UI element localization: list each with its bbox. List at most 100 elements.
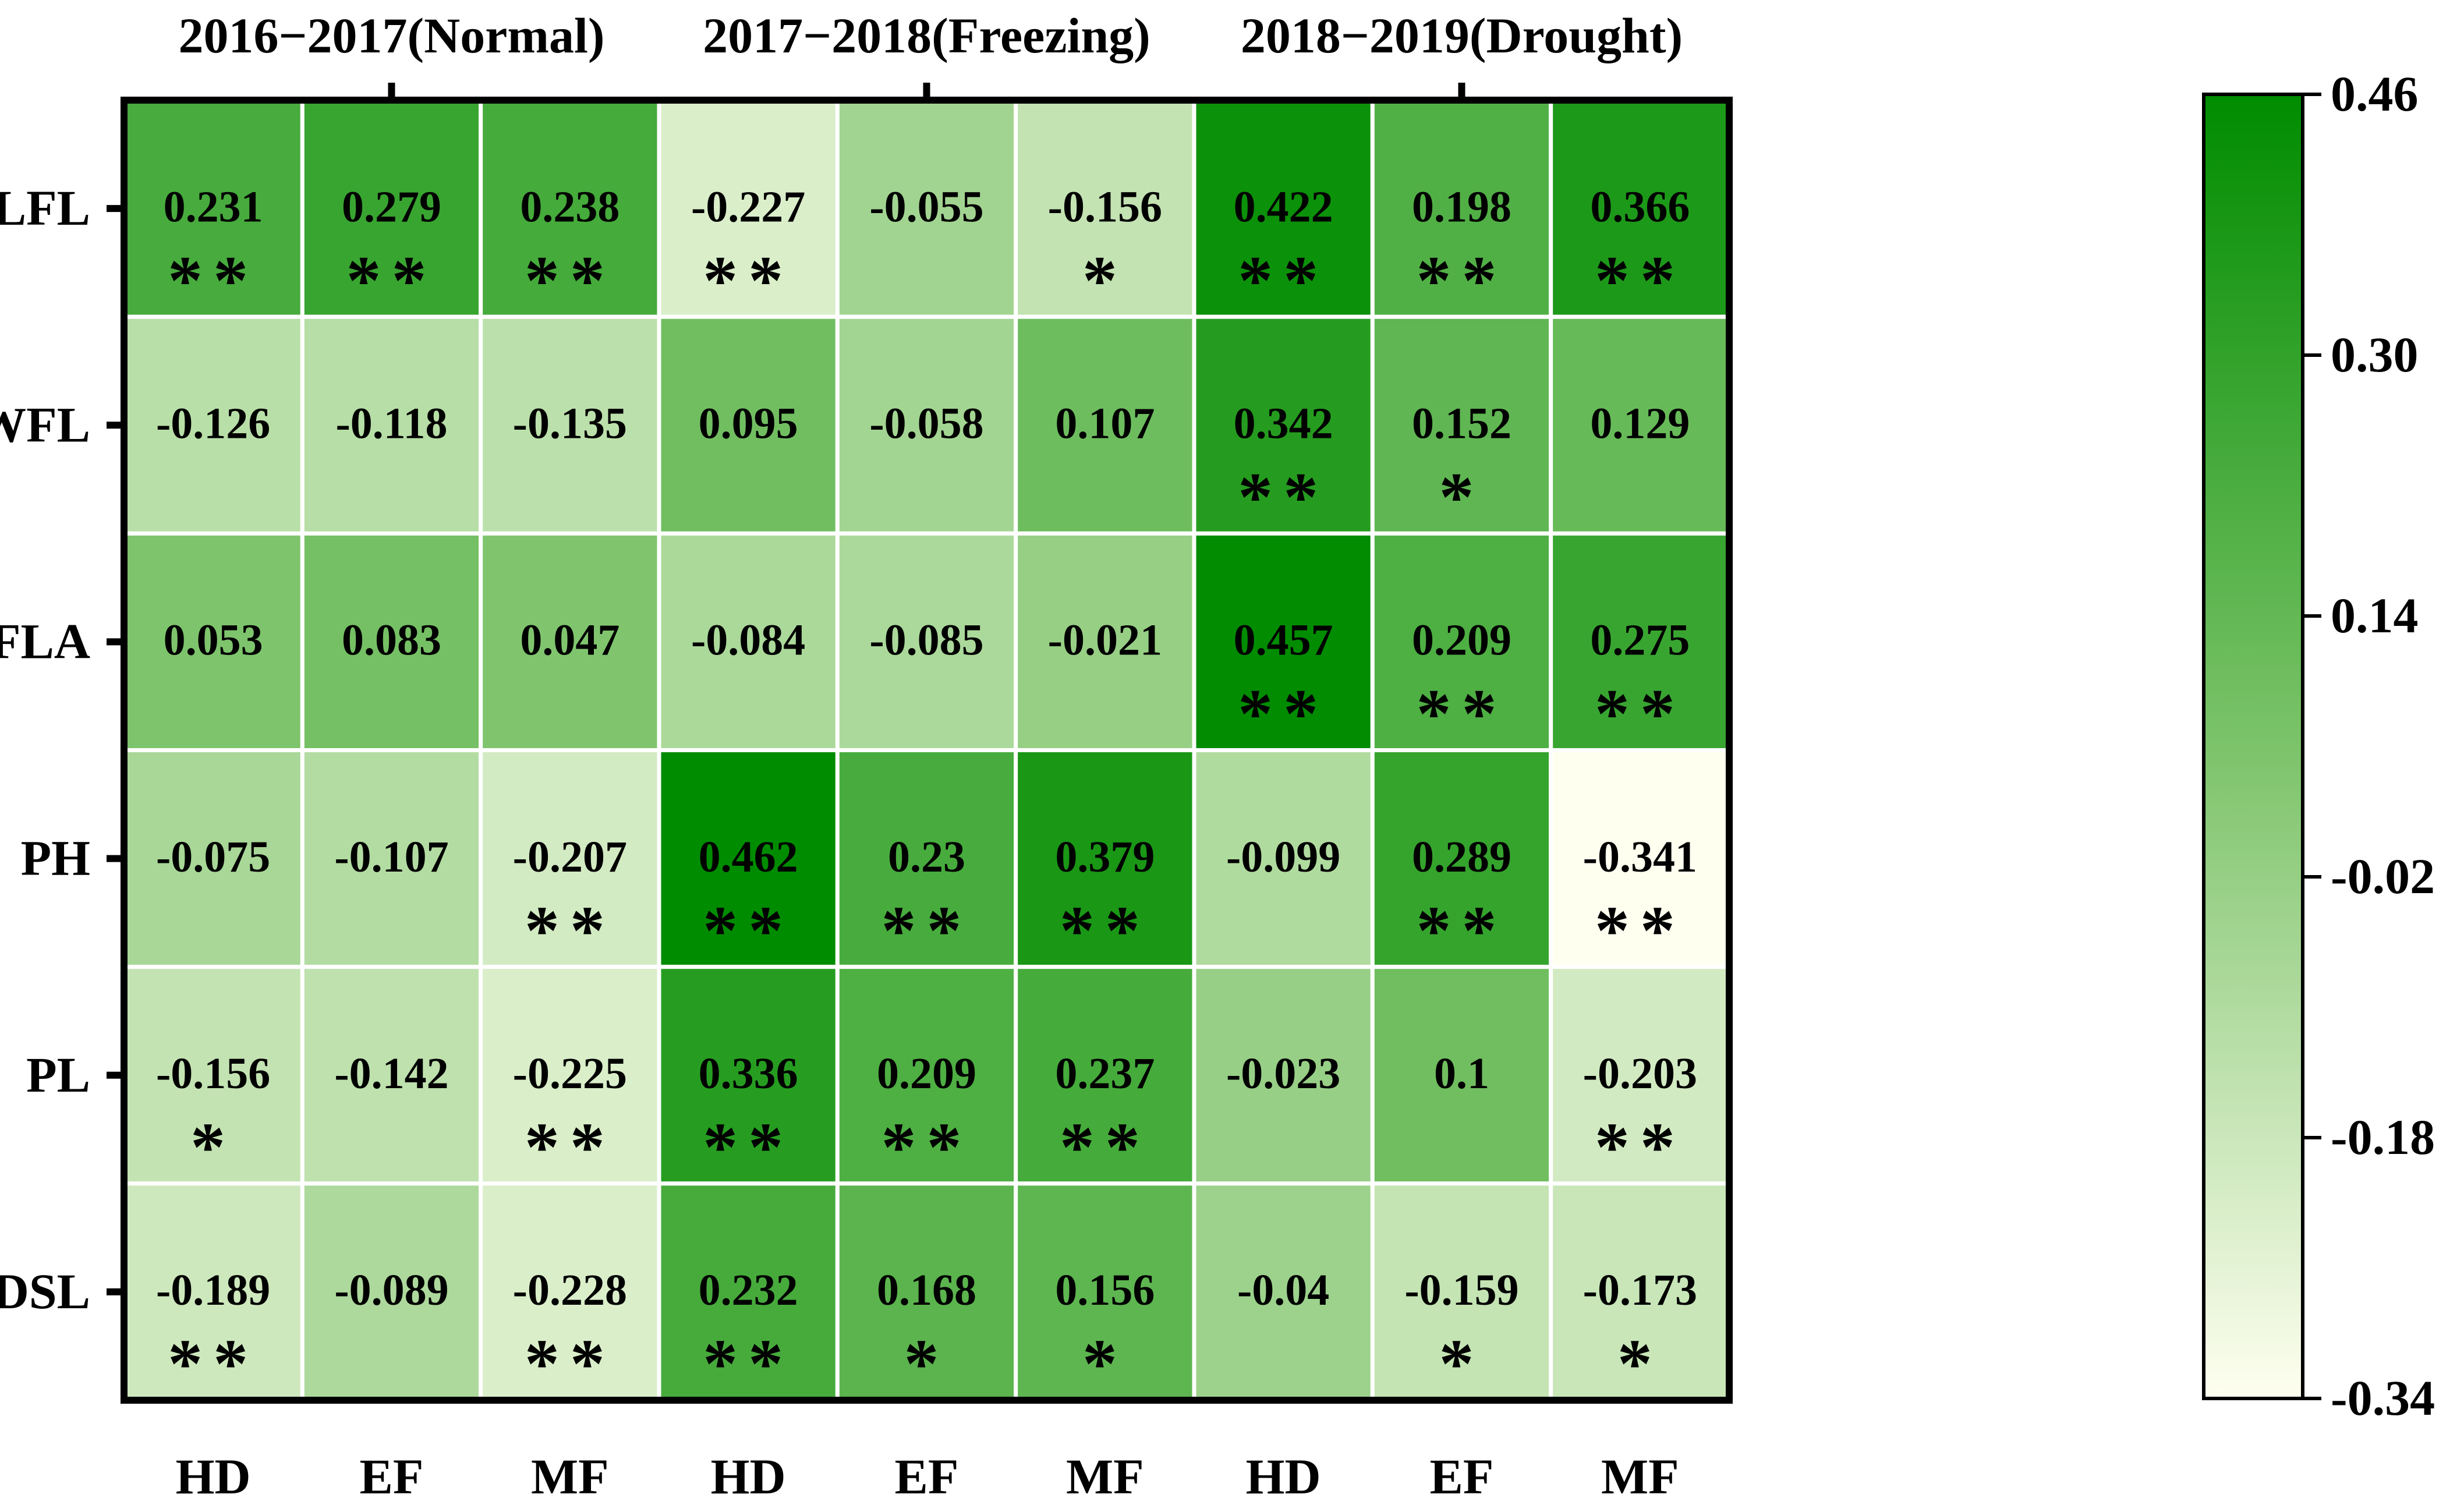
cell-rect <box>657 1181 840 1403</box>
heatmap-cell: 0.107 <box>1014 314 1196 536</box>
significance-marker: ** <box>1595 891 1686 969</box>
heatmap-cell: 0.129 <box>1549 314 1732 536</box>
significance-marker: ** <box>703 1325 794 1403</box>
heatmap-cell: -0.207 ** <box>479 748 661 969</box>
heatmap-cell: 0.462 ** <box>657 748 840 969</box>
y-tick-label: WFL <box>0 396 90 452</box>
significance-marker: ** <box>1595 1109 1686 1186</box>
cell-value-label: -0.089 <box>334 1266 448 1315</box>
significance-marker: ** <box>525 1109 615 1186</box>
significance-marker: ** <box>525 1325 615 1403</box>
cell-rect <box>1192 965 1375 1186</box>
cell-value-label: 0.422 <box>1234 182 1333 231</box>
cell-rect <box>300 531 483 752</box>
cell-value-label: 0.336 <box>699 1049 798 1098</box>
cell-value-label: 0.237 <box>1055 1049 1155 1098</box>
colorbar-tick-label: -0.34 <box>2331 1370 2435 1426</box>
cell-rect <box>1549 1181 1732 1403</box>
axes: LFL WFL FLA PH PL DSL HD EF MF HD EF MF HD EF MF 2016−2… <box>0 8 1683 1504</box>
significance-marker: ** <box>881 891 972 969</box>
cell-value-label: -0.227 <box>691 182 805 231</box>
cell-value-label: -0.341 <box>1583 833 1697 881</box>
cell-value-label: 0.275 <box>1590 616 1690 665</box>
significance-marker: * <box>1439 1325 1485 1403</box>
heatmap-cell: 0.237 ** <box>1014 965 1196 1186</box>
significance-marker: * <box>190 1109 236 1186</box>
cell-value-label: -0.118 <box>335 399 447 448</box>
cell-value-label: -0.207 <box>513 833 627 881</box>
heatmap-cell: -0.075 <box>122 748 305 969</box>
cell-rect <box>1549 314 1732 536</box>
cell-value-label: 0.209 <box>1412 616 1511 665</box>
cell-value-label: -0.107 <box>334 833 448 881</box>
significance-marker: * <box>1082 242 1128 319</box>
cell-rect <box>835 531 1018 752</box>
cell-rect <box>300 98 483 319</box>
cell-value-label: -0.156 <box>1048 182 1162 231</box>
cell-value-label: -0.021 <box>1048 616 1162 665</box>
cell-rect <box>479 531 661 752</box>
cell-value-label: 0.129 <box>1590 399 1690 448</box>
cell-value-label: -0.173 <box>1583 1266 1697 1315</box>
cell-rect <box>300 748 483 969</box>
cell-value-label: 0.289 <box>1412 833 1511 881</box>
cell-value-label: 0.047 <box>520 616 619 665</box>
y-tick-label: DSL <box>0 1263 90 1319</box>
cell-value-label: -0.099 <box>1226 833 1340 881</box>
heatmap-cell: 0.279 ** <box>300 98 483 319</box>
heatmap-cell: 0.342 ** <box>1192 314 1375 536</box>
heatmap-cell: -0.107 <box>300 748 483 969</box>
cell-value-label: -0.189 <box>156 1266 270 1315</box>
heatmap-cell: -0.341 ** <box>1549 748 1732 969</box>
cell-value-label: 0.238 <box>520 182 619 231</box>
heatmap-cell: -0.118 <box>300 314 483 536</box>
cell-value-label: 0.279 <box>342 182 441 231</box>
heatmap-cell: 0.289 ** <box>1370 748 1553 969</box>
significance-marker: ** <box>703 891 794 969</box>
x-tick-label: HD <box>176 1449 251 1504</box>
cell-value-label: 0.23 <box>888 833 965 881</box>
cell-rect <box>1014 98 1196 319</box>
cell-value-label: 0.232 <box>699 1266 798 1315</box>
heatmap-cell: -0.085 <box>835 531 1018 752</box>
x-tick-label: HD <box>711 1449 786 1504</box>
significance-marker: ** <box>525 891 615 969</box>
significance-marker: * <box>904 1325 950 1403</box>
cell-rect <box>300 1181 483 1403</box>
heatmap-cell: -0.189 ** <box>122 1181 305 1403</box>
cell-rect <box>122 98 305 319</box>
heatmap-cell: 0.23 ** <box>835 748 1018 969</box>
cell-value-label: -0.055 <box>869 182 983 231</box>
significance-marker: ** <box>1595 242 1686 319</box>
cell-value-label: 0.107 <box>1055 399 1155 448</box>
colorbar: 0.46 0.30 0.14 -0.02 -0.18 -0.34 <box>2202 66 2435 1426</box>
colorbar-tick-label: 0.14 <box>2331 587 2419 643</box>
x-tick-label: MF <box>531 1449 609 1504</box>
significance-marker: ** <box>525 242 615 319</box>
heatmap-cell: -0.058 <box>835 314 1018 536</box>
cell-value-label: -0.225 <box>513 1049 627 1098</box>
cell-value-label: -0.084 <box>691 616 805 665</box>
cell-value-label: -0.126 <box>156 399 270 448</box>
colorbar-tick-label: -0.02 <box>2331 848 2435 904</box>
cell-value-label: 0.198 <box>1412 182 1511 231</box>
x-tick-label: MF <box>1601 1449 1679 1504</box>
group-label: 2016−2017(Normal) <box>178 8 604 63</box>
heatmap-cell: -0.156 * <box>1014 98 1196 319</box>
significance-marker: ** <box>881 1109 972 1186</box>
significance-marker: ** <box>1060 1109 1150 1186</box>
colorbar-tick-label: 0.46 <box>2331 66 2419 122</box>
cell-rect <box>657 748 840 969</box>
y-tick-label: PL <box>26 1047 90 1103</box>
cell-value-label: 0.095 <box>699 399 798 448</box>
cell-rect <box>835 314 1018 536</box>
x-tick-label: MF <box>1066 1449 1144 1504</box>
heatmap-cell: -0.203 ** <box>1549 965 1732 1186</box>
cell-value-label: -0.135 <box>513 399 627 448</box>
heatmap-cell: 0.422 ** <box>1192 98 1375 319</box>
heatmap-cell: 0.379 ** <box>1014 748 1196 969</box>
heatmap-cell: -0.142 <box>300 965 483 1186</box>
cell-value-label: 0.168 <box>877 1266 976 1315</box>
